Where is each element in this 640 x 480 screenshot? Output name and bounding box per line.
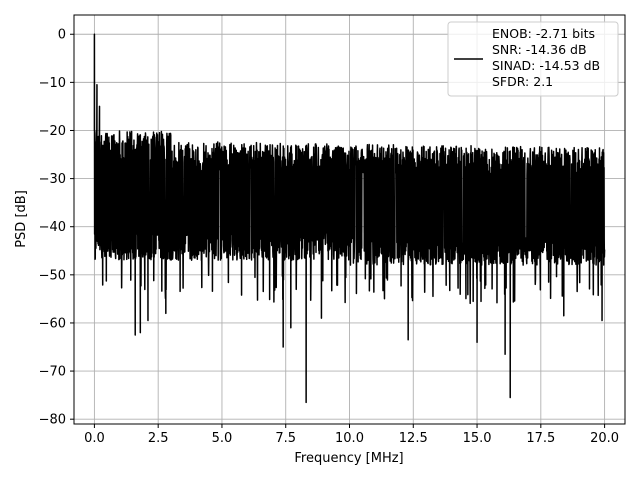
y-tick-label: −70: [39, 365, 66, 380]
y-axis-ticks: 0 −10 −20 −30 −40 −50 −60 −70 −80: [39, 28, 74, 428]
y-axis-label: PSD [dB]: [14, 190, 29, 248]
x-axis-label: Frequency [MHz]: [294, 451, 403, 466]
plot-area: [93, 33, 606, 404]
psd-series-line: [93, 33, 606, 404]
x-axis-ticks: 0.0 2.5 5.0 7.5 10.0 12.5 15.0 17.5 20.0: [84, 424, 619, 446]
legend-label-sinad: SINAD: -14.53 dB: [492, 58, 600, 73]
y-tick-label: −30: [39, 172, 66, 187]
legend-label-sfdr: SFDR: 2.1: [492, 74, 553, 89]
y-tick-label: −10: [39, 76, 66, 91]
legend: ENOB: -2.71 bits SNR: -14.36 dB SINAD: -…: [447, 21, 619, 97]
x-tick-label: 10.0: [335, 431, 364, 446]
y-tick-label: −60: [39, 316, 66, 331]
y-tick-label: −80: [39, 413, 66, 428]
x-tick-label: 15.0: [463, 431, 492, 446]
y-tick-label: −20: [39, 124, 66, 139]
x-tick-label: 5.0: [212, 431, 233, 446]
legend-label-enob: ENOB: -2.71 bits: [492, 26, 595, 41]
legend-label-snr: SNR: -14.36 dB: [492, 42, 587, 57]
x-tick-label: 12.5: [399, 431, 428, 446]
x-tick-label: 0.0: [84, 431, 105, 446]
x-tick-label: 20.0: [590, 431, 619, 446]
x-tick-label: 2.5: [148, 431, 169, 446]
y-tick-label: −40: [39, 220, 66, 235]
y-tick-label: −50: [39, 268, 66, 283]
x-tick-label: 17.5: [526, 431, 555, 446]
y-tick-label: 0: [58, 28, 66, 43]
legend-box: [447, 21, 619, 97]
x-tick-label: 7.5: [275, 431, 296, 446]
